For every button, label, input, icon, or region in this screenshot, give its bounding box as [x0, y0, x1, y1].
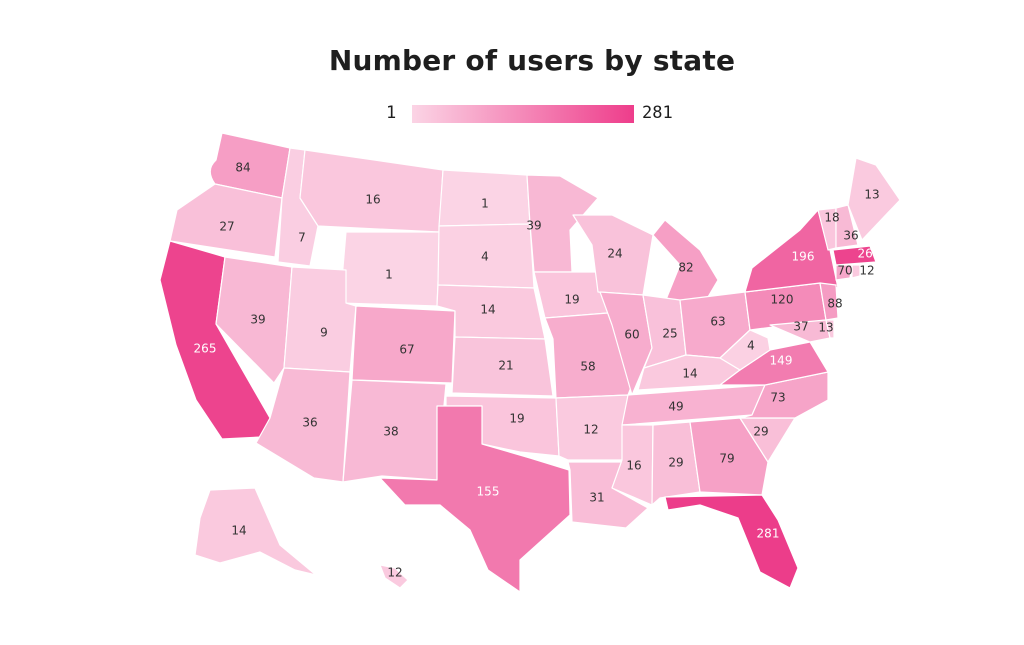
- state-value-label-id: 7: [298, 231, 306, 245]
- state-region-mt: [299, 149, 444, 233]
- state-region-fl: [664, 494, 799, 589]
- state-value-label-az: 36: [302, 416, 317, 430]
- state-value-label-ne: 14: [480, 303, 495, 317]
- state-value-label-mn: 39: [526, 219, 541, 233]
- legend-max-label: 281: [642, 103, 673, 123]
- state-region-hi: [379, 564, 409, 589]
- state-region-nj: [819, 282, 839, 321]
- state-value-label-tn: 49: [668, 400, 683, 414]
- state-value-label-nv: 39: [250, 313, 265, 327]
- state-value-label-sd: 4: [481, 250, 489, 264]
- state-value-label-oh: 63: [710, 315, 725, 329]
- state-value-label-ok: 19: [509, 412, 524, 426]
- state-value-label-ia: 19: [564, 293, 579, 307]
- state-region-il: [599, 291, 653, 396]
- state-value-label-hi: 12: [387, 566, 402, 580]
- state-value-label-ct: 70: [837, 264, 852, 278]
- state-value-label-ak: 14: [231, 524, 246, 538]
- state-region-ar: [555, 394, 629, 461]
- state-value-label-md: 37: [793, 320, 808, 334]
- state-region-or: [169, 183, 283, 258]
- state-region-mi: [652, 219, 719, 303]
- state-value-label-wy: 1: [385, 268, 393, 282]
- chart-title: Number of users by state: [328, 44, 736, 77]
- state-value-label-sc: 29: [753, 425, 768, 439]
- state-value-label-ca: 265: [194, 342, 217, 356]
- state-value-label-il: 60: [624, 328, 639, 342]
- legend-gradient-bar: [412, 105, 634, 123]
- state-region-nv: [215, 256, 293, 384]
- state-value-label-mo: 58: [580, 360, 595, 374]
- state-value-label-in: 25: [662, 327, 677, 341]
- legend-min-label: 1: [386, 103, 397, 123]
- state-value-label-nh: 36: [843, 229, 858, 243]
- state-value-label-nj: 88: [827, 297, 842, 311]
- state-region-tx: [379, 405, 571, 593]
- state-region-ma: [832, 245, 877, 266]
- state-value-label-nc: 73: [770, 391, 785, 405]
- state-value-label-ar: 12: [583, 423, 598, 437]
- state-region-de: [825, 319, 835, 339]
- state-region-nm: [342, 379, 447, 483]
- state-value-label-mt: 16: [365, 193, 380, 207]
- state-value-label-ri: 12: [859, 264, 874, 278]
- state-value-label-al: 29: [668, 456, 683, 470]
- state-value-label-va: 149: [770, 354, 793, 368]
- state-value-label-ut: 9: [320, 326, 328, 340]
- state-region-az: [255, 367, 351, 483]
- state-value-label-ny: 196: [792, 250, 815, 264]
- state-value-label-fl: 281: [757, 527, 780, 541]
- state-value-label-wv: 4: [747, 339, 755, 353]
- state-value-label-ga: 79: [719, 452, 734, 466]
- state-value-label-ks: 21: [498, 359, 513, 373]
- state-region-me: [847, 157, 901, 241]
- state-region-ga: [689, 417, 769, 496]
- state-region-wv: [719, 329, 771, 371]
- state-value-label-nd: 1: [481, 197, 489, 211]
- state-value-label-de: 13: [818, 321, 833, 335]
- state-value-label-nm: 38: [383, 425, 398, 439]
- state-region-nh: [835, 204, 859, 249]
- state-region-ks: [451, 336, 554, 397]
- state-value-label-me: 13: [864, 188, 879, 202]
- state-value-label-ms: 16: [626, 459, 641, 473]
- state-value-label-vt: 18: [824, 211, 839, 225]
- state-region-ny: [744, 209, 839, 293]
- state-value-label-co: 67: [399, 343, 414, 357]
- state-region-al: [651, 421, 701, 506]
- state-value-label-wa: 84: [235, 161, 250, 175]
- state-value-label-pa: 120: [771, 293, 794, 307]
- state-region-ms: [611, 424, 654, 506]
- state-value-label-mi: 82: [678, 261, 693, 275]
- state-value-label-ma: 266: [858, 247, 881, 261]
- state-value-label-tx: 155: [477, 485, 500, 499]
- state-region-ut: [283, 266, 357, 373]
- color-legend: 1 281: [386, 101, 686, 127]
- state-value-label-la: 31: [589, 491, 604, 505]
- state-value-label-ky: 14: [682, 367, 697, 381]
- state-value-label-or: 27: [219, 220, 234, 234]
- state-region-ri: [851, 264, 861, 279]
- state-value-label-wi: 24: [607, 247, 622, 261]
- state-region-mn: [526, 174, 599, 273]
- state-region-ct: [835, 264, 853, 281]
- state-region-ak: [194, 487, 317, 576]
